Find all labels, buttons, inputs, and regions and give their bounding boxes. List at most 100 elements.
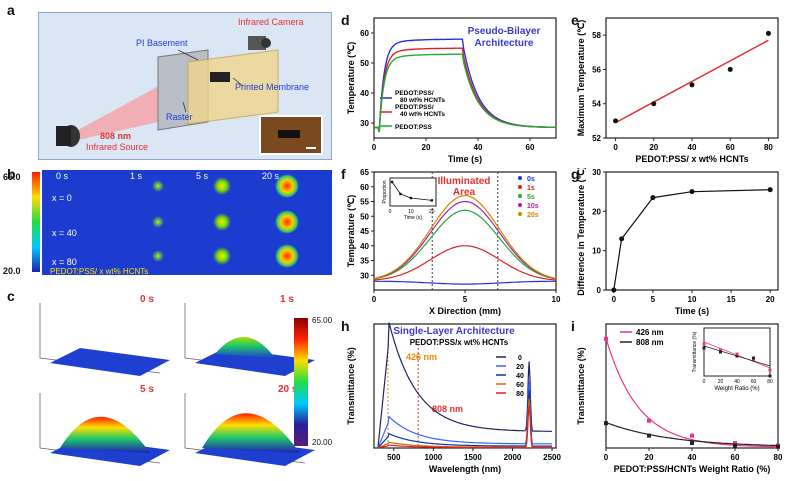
chart-g-ytick-label: 0	[597, 286, 602, 295]
thermal-row-80: x = 80	[52, 257, 77, 267]
chart-i-point	[776, 444, 780, 449]
chart-i-legend-label: 426 nm	[636, 328, 664, 337]
chart-i-point	[604, 336, 608, 341]
chart-g-xlabel: Time (s)	[675, 306, 709, 316]
panel-label-f: f	[341, 166, 346, 182]
chart-d-ytick-label: 40	[360, 89, 369, 98]
thermal-time-0: 0 s	[56, 171, 69, 181]
chart-f-ytick-label: 50	[360, 212, 369, 221]
chart-f-inset-frame	[389, 177, 437, 207]
chart-f-series-line	[373, 245, 557, 281]
surface-20s: 20 s	[184, 384, 315, 466]
chart-d-xtick-label: 60	[526, 143, 535, 152]
chart-i-xtick-label: 80	[774, 453, 783, 462]
chart-h-ann-426: 426 nm	[406, 352, 437, 362]
chart-f-ytick-label: 30	[360, 271, 369, 280]
chart-f: Illuminated Area 0 5 10 30 35 40 45 50 55 60 65 X D…	[346, 168, 561, 316]
chart-e-point	[613, 118, 619, 124]
chart-h-series-line	[377, 405, 552, 449]
thermal-colorbar	[32, 172, 40, 272]
label-raster: Raster	[166, 112, 193, 122]
surface-time-1: 1 s	[280, 294, 294, 305]
chart-f-xtick-label: 0	[372, 295, 377, 304]
chart-h-series-line	[377, 390, 552, 449]
chart-i-xtick-label: 20	[645, 453, 654, 462]
chart-g-ylabel: Difference in Temperature (℃)	[576, 168, 586, 296]
chart-d-frame	[373, 17, 557, 139]
chart-d-legend-label-2: 80 wt% HCNTs	[400, 97, 445, 104]
chart-d-series-line	[374, 53, 556, 133]
thermal-time-1: 1 s	[130, 171, 143, 181]
chart-i-fit-line	[605, 421, 778, 447]
surface-colorbar-max: 65.00	[312, 316, 333, 325]
chart-i-ylabel: Transmittance (%)	[576, 347, 586, 425]
chart-g-xtick-label: 20	[766, 295, 775, 304]
chart-g-point	[611, 287, 617, 293]
chart-f-inset-xtick: 20	[429, 209, 435, 215]
chart-e: 0 20 40 60 80 52 54 56 58 PEDOT:PSS/ x wt% HCNTs M…	[576, 17, 779, 164]
panel-label-g: g	[571, 166, 580, 182]
chart-h-title: Single-Layer Architecture	[393, 326, 515, 337]
label-pi-basement: PI Basement	[136, 38, 188, 48]
chart-f-inset-ylabel: Proportion	[382, 180, 388, 203]
chart-i-inset-xtick: 60	[751, 379, 757, 385]
chart-f-legend-label: 1s	[527, 185, 535, 192]
panel-label-i: i	[571, 318, 575, 334]
chart-h-subtitle: PEDOT:PSS/x wt% HCNTs	[410, 338, 509, 347]
chart-g-point	[767, 187, 773, 193]
chart-h-legend-label: 40	[516, 373, 524, 380]
label-infrared-source: Infrared Source	[86, 142, 148, 152]
chart-f-inset-point	[399, 192, 402, 196]
chart-i-point	[690, 433, 694, 438]
chart-d-xlabel: Time (s)	[448, 154, 482, 164]
chart-e-xtick-label: 60	[726, 143, 735, 152]
chart-e-point	[689, 82, 695, 88]
chart-e-ytick-label: 56	[592, 65, 601, 74]
chart-f-ytick-label: 65	[360, 168, 369, 177]
chart-f-series-line	[373, 209, 557, 280]
chart-d-title-l2: Architecture	[475, 38, 534, 49]
chart-h-ylabel: Transmittance (%)	[346, 347, 356, 425]
chart-i-xtick-label: 60	[731, 453, 740, 462]
chart-d-legend-label: PEDOT:PSS	[395, 124, 433, 131]
panel-label-d: d	[341, 12, 350, 28]
chart-f-ytick-label: 35	[360, 257, 369, 266]
surface-time-2: 5 s	[140, 384, 154, 395]
chart-i-inset-point	[702, 342, 706, 346]
chart-g-xtick-label: 15	[727, 295, 736, 304]
chart-f-inset-xtick: 0	[389, 209, 392, 215]
chart-g-xtick-label: 5	[651, 295, 656, 304]
chart-i-inset-point	[768, 374, 772, 378]
chart-f-legend-marker	[518, 194, 522, 198]
panel-c-3d-surfaces: 0 s 1 s 5 s 20 s	[39, 294, 315, 466]
chart-d-series-line	[374, 38, 556, 133]
chart-f-annotation-l2: Area	[453, 187, 476, 198]
chart-h: Single-Layer Architecture PEDOT:PSS/x wt…	[346, 322, 561, 474]
surface-time-0: 0 s	[140, 294, 154, 305]
chart-f-legend-marker	[518, 176, 522, 180]
chart-e-point	[765, 30, 771, 36]
infrared-camera-icon	[248, 36, 266, 50]
chart-f-inset-xtick: 10	[408, 209, 414, 215]
chart-f-series-line	[373, 280, 557, 285]
chart-e-xtick-label: 0	[613, 143, 618, 152]
panel-a-schematic: Infrared Camera PI Basement Printed Memb…	[38, 12, 332, 160]
chart-i-xlabel: PEDOT:PSS/HCNTs Weight Ratio (%)	[614, 464, 771, 474]
chart-f-inset-point	[390, 180, 394, 184]
chart-f-inset-point	[430, 199, 434, 202]
chart-i-inset-xtick: 80	[767, 379, 773, 385]
chart-e-xtick-label: 20	[649, 143, 658, 152]
chart-f-xtick-label: 10	[552, 295, 561, 304]
chart-h-ann-808: 808 nm	[432, 404, 463, 414]
chart-i-xtick-label: 40	[688, 453, 697, 462]
surface-5s: 5 s	[39, 384, 170, 466]
chart-f-inset-point	[409, 196, 413, 200]
chart-f-ytick-label: 60	[360, 183, 369, 192]
chart-e-frame	[605, 17, 779, 139]
chart-h-legend-label: 60	[516, 382, 524, 389]
chart-i-inset-line	[703, 341, 771, 369]
chart-h-xtick-label: 1500	[464, 453, 482, 462]
chart-d-legend-label-2: 40 wt% HCNTs	[400, 111, 445, 118]
chart-f-inset-line	[391, 181, 432, 201]
